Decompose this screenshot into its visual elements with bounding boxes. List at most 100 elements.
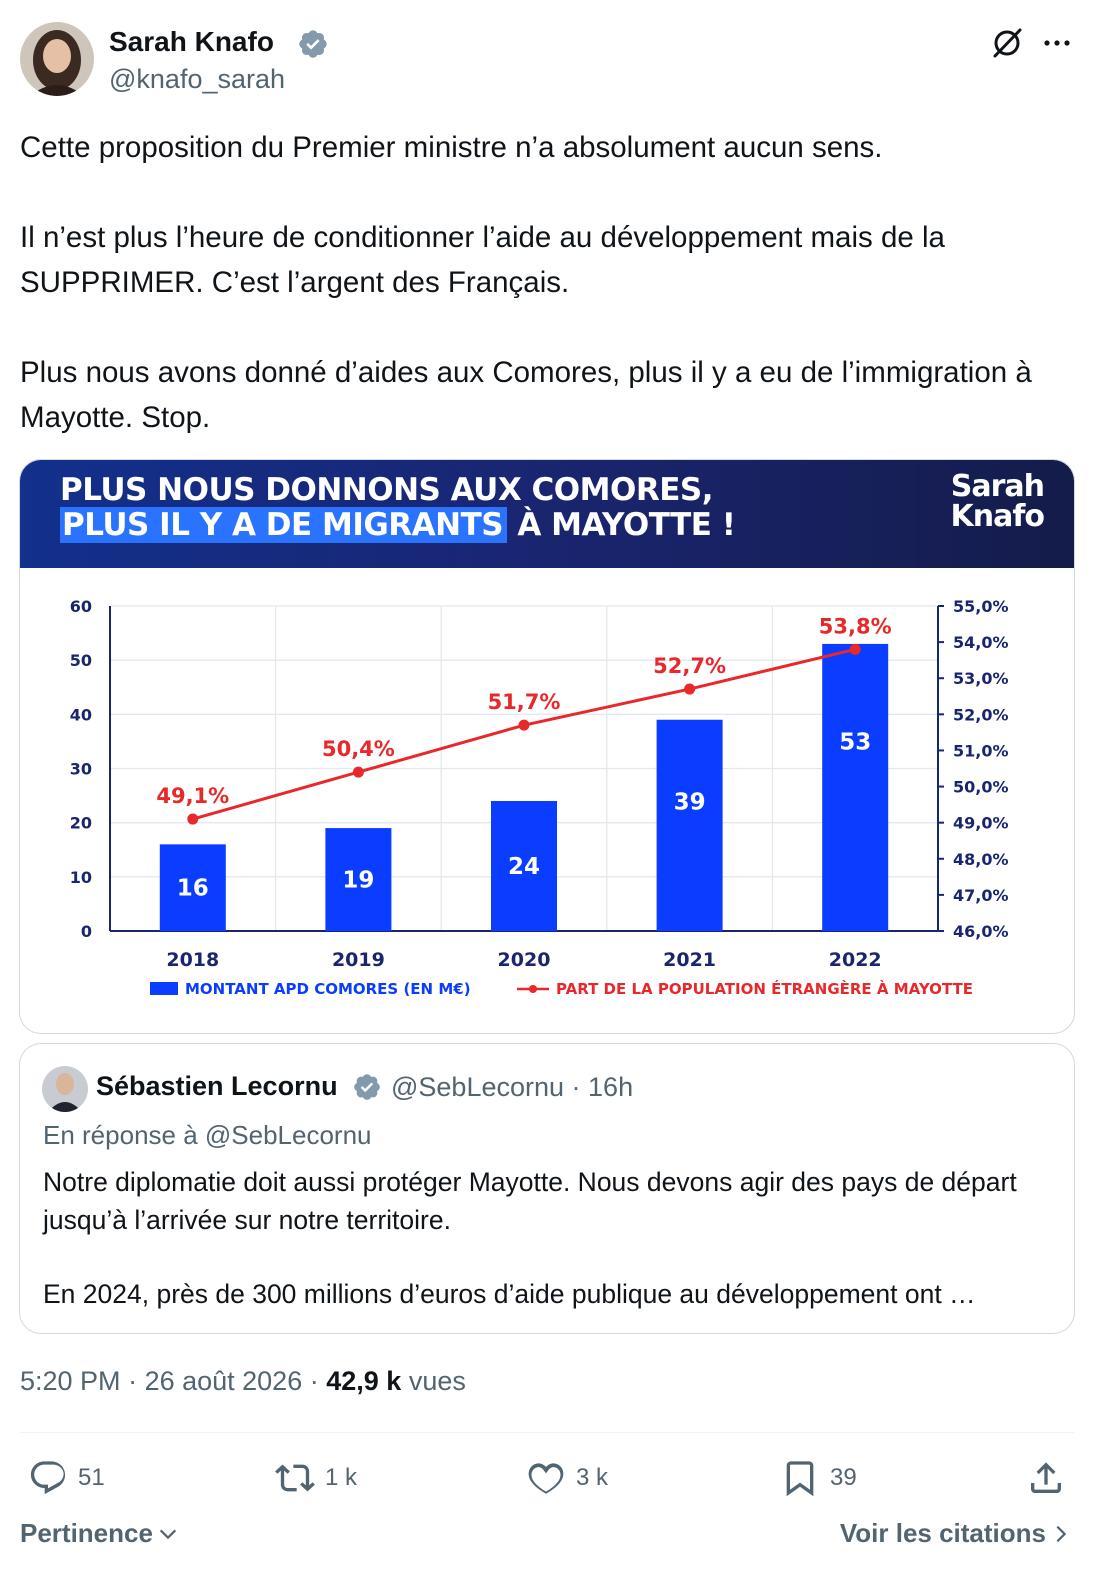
line-value-label: 53,8% <box>819 614 892 638</box>
bar-value-label: 53 <box>839 729 871 755</box>
more-options-icon[interactable] <box>1040 26 1074 60</box>
right-axis-tick-label: 46,0% <box>953 922 1009 941</box>
share-button[interactable] <box>1026 1452 1076 1504</box>
share-icon <box>1031 1462 1061 1493</box>
quoted-paragraph: En 2024, près de 300 millions d’euros d’… <box>43 1279 976 1309</box>
infographic-banner: PLUS NOUS DONNONS AUX COMORES, PLUS IL Y… <box>20 460 1074 568</box>
right-axis-tick-label: 49,0% <box>953 814 1009 833</box>
line-value-label: 49,1% <box>156 784 229 808</box>
views-label: vues <box>408 1366 466 1396</box>
verified-badge-icon <box>354 1074 380 1100</box>
author-handle[interactable]: @knafo_sarah <box>109 64 286 94</box>
tweet-media-image[interactable]: PLUS NOUS DONNONS AUX COMORES, PLUS IL Y… <box>19 459 1075 1034</box>
quoted-time: 16h <box>588 1072 634 1102</box>
line-series <box>192 647 856 821</box>
x-axis-tick-label: 2021 <box>663 949 716 971</box>
tweet-paragraph: Il n’est plus l’heure de conditionner l’… <box>20 221 954 299</box>
x-axis-tick-label: 2022 <box>829 949 882 971</box>
left-axis-tick-label: 40 <box>70 705 92 724</box>
view-quotes-label: Voir les citations <box>839 1518 1046 1548</box>
bar-value-label: 24 <box>508 854 540 880</box>
bookmark-count: 39 <box>830 1464 857 1491</box>
reply-button[interactable]: 51 <box>28 1452 105 1504</box>
line-point <box>849 643 861 655</box>
quoted-author-handle: @SebLecornu <box>391 1072 565 1102</box>
brand-logo: Sarah Knafo <box>950 472 1045 534</box>
banner-headline-line-1: PLUS NOUS DONNONS AUX COMORES, <box>60 472 714 508</box>
sort-replies-dropdown[interactable]: Pertinence <box>20 1518 179 1549</box>
bookmark-icon <box>786 1461 814 1497</box>
tweet-paragraph: Plus nous avons donné d’aides aux Comore… <box>20 356 1040 434</box>
author-avatar[interactable] <box>20 22 94 96</box>
divider <box>20 1432 1074 1433</box>
sort-label: Pertinence <box>20 1518 153 1548</box>
quoted-tweet[interactable]: Sébastien Lecornu @SebLecornu · 16h En r… <box>19 1043 1075 1334</box>
like-count: 3 k <box>576 1464 609 1491</box>
bar-value-label: 16 <box>177 876 209 902</box>
legend-bar-label: MONTANT APD COMORES (EN M€) <box>185 980 471 998</box>
tweet-paragraph: Cette proposition du Premier ministre n’… <box>20 131 883 164</box>
x-axis-tick-label: 2020 <box>498 949 551 971</box>
heart-icon <box>528 1463 564 1494</box>
quoted-tweet-text: Notre diplomatie doit aussi protéger May… <box>43 1163 1053 1313</box>
view-quotes-link[interactable]: Voir les citations <box>840 1518 1072 1549</box>
x-axis-tick-label: 2018 <box>166 949 219 971</box>
tweet-header: Sarah Knafo @knafo_sarah <box>20 22 1074 98</box>
legend-line-label: PART DE LA POPULATION ÉTRANGÈRE À MAYOTT… <box>556 979 973 998</box>
quoted-author-name: Sébastien Lecornu <box>96 1071 338 1101</box>
chevron-down-icon <box>159 1529 177 1539</box>
x-axis-tick-label: 2019 <box>332 949 385 971</box>
like-button[interactable]: 3 k <box>526 1452 608 1504</box>
brand-logo-line-2: Knafo <box>950 499 1045 534</box>
bar-value-label: 19 <box>342 868 374 894</box>
tweet-meta: 5:20 PM · 26 août 2026 · 42,9 k vues <box>20 1366 466 1396</box>
right-axis-tick-label: 48,0% <box>953 850 1009 869</box>
left-axis-tick-label: 50 <box>70 651 92 670</box>
right-axis-tick-label: 47,0% <box>953 886 1009 905</box>
bar <box>656 719 723 931</box>
banner-highlight: PLUS IL Y A DE MIGRANTS <box>60 507 508 543</box>
right-axis-tick-label: 50,0% <box>953 778 1009 797</box>
line-value-label: 52,7% <box>653 654 726 678</box>
tweet-actions: 51 1 k 3 k 39 <box>20 1452 1074 1504</box>
reply-count: 51 <box>78 1464 105 1491</box>
bar <box>822 643 889 931</box>
line-point <box>684 683 696 695</box>
repost-button[interactable]: 1 k <box>275 1452 357 1504</box>
tweet-time[interactable]: 5:20 PM <box>20 1366 121 1396</box>
line-point <box>187 813 199 825</box>
bar <box>491 801 557 931</box>
banner-headline-rest: À MAYOTTE ! <box>507 507 736 543</box>
tweet-text: Cette proposition du Premier ministre n’… <box>20 125 1080 440</box>
views-count[interactable]: 42,9 k <box>326 1366 402 1396</box>
quoted-paragraph: Notre diplomatie doit aussi protéger May… <box>43 1167 1017 1235</box>
tweet-date[interactable]: 26 août 2026 <box>144 1366 303 1396</box>
right-axis-tick-label: 53,0% <box>953 669 1009 688</box>
left-axis-tick-label: 10 <box>70 868 92 887</box>
author-name[interactable]: Sarah Knafo <box>109 26 274 57</box>
right-axis-tick-label: 52,0% <box>953 705 1009 724</box>
grok-icon[interactable] <box>990 26 1024 60</box>
legend-line-marker <box>529 985 537 993</box>
banner-headline-line-2: PLUS IL Y A DE MIGRANTS À MAYOTTE ! <box>60 507 736 543</box>
reply-icon <box>30 1461 66 1495</box>
bar <box>159 844 226 931</box>
legend-bar-swatch <box>150 982 178 995</box>
verified-badge-icon <box>299 30 327 58</box>
quoted-reply-context: En réponse à @SebLecornu <box>43 1120 372 1150</box>
chevron-right-icon <box>1056 1525 1067 1542</box>
quoted-author-avatar <box>42 1066 88 1112</box>
repost-icon <box>275 1464 315 1492</box>
right-axis-tick-label: 55,0% <box>953 597 1009 616</box>
right-axis-tick-label: 54,0% <box>953 633 1009 652</box>
line-point <box>352 766 364 778</box>
bar <box>325 828 392 931</box>
left-axis-tick-label: 30 <box>70 760 92 779</box>
left-axis-tick-label: 20 <box>70 814 92 833</box>
repost-count: 1 k <box>325 1464 358 1491</box>
bookmark-button[interactable]: 39 <box>780 1452 857 1504</box>
bar-value-label: 39 <box>674 789 706 815</box>
line-point <box>518 719 530 731</box>
line-value-label: 51,7% <box>488 690 561 714</box>
left-axis-tick-label: 0 <box>81 922 92 941</box>
